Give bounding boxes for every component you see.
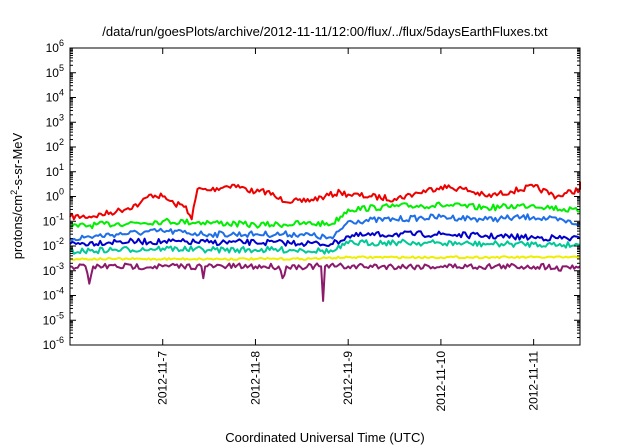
y-axis-label: protons/cm2-s-sr-MeV (9, 132, 25, 259)
series-line-0 (69, 181, 581, 221)
y-tick-label-11: 105 (46, 63, 64, 80)
x-axis-label: Coordinated Universal Time (UTC) (225, 430, 424, 445)
y-tick-label-7: 101 (46, 162, 64, 179)
y-tick-label-4: 10-2 (43, 236, 64, 253)
y-tick-label-6: 100 (46, 187, 64, 204)
series-line-2 (69, 213, 581, 242)
series-line-4 (69, 238, 581, 255)
x-tick-label-0: 2012-11-7 (156, 351, 170, 405)
y-tick-label-10: 104 (46, 88, 64, 105)
y-tick-label-3: 10-3 (43, 261, 64, 278)
y-tick-label-8: 102 (46, 137, 64, 154)
y-tick-label-1: 10-5 (43, 310, 64, 327)
y-axis: 10-6 10-5 10-4 10-3 10-2 10-1 100 101 102 103 104 1… (43, 38, 580, 352)
y-tick-label-5: 10-1 (43, 211, 64, 228)
chart-title: /data/run/goesPlots/archive/2012-11-11/1… (102, 24, 548, 39)
x-tick-label-2: 2012-11-9 (341, 351, 355, 405)
y-tick-label-0: 10-6 (43, 335, 64, 352)
series-layer (69, 181, 581, 302)
series-line-6 (69, 262, 581, 302)
x-tick-label-1: 2012-11-8 (248, 351, 262, 405)
y-tick-label-12: 106 (46, 38, 64, 55)
series-line-1 (70, 201, 581, 230)
series-line-3 (69, 230, 581, 247)
y-tick-label-2: 10-4 (43, 286, 64, 303)
x-tick-label-3: 2012-11-10 (434, 351, 448, 412)
y-tick-label-9: 103 (46, 112, 64, 129)
series-line-5 (69, 255, 581, 261)
x-axis: 2012-11-7 2012-11-8 2012-11-9 2012-11-10 201… (156, 48, 541, 412)
x-tick-label-4: 2012-11-11 (527, 351, 541, 411)
